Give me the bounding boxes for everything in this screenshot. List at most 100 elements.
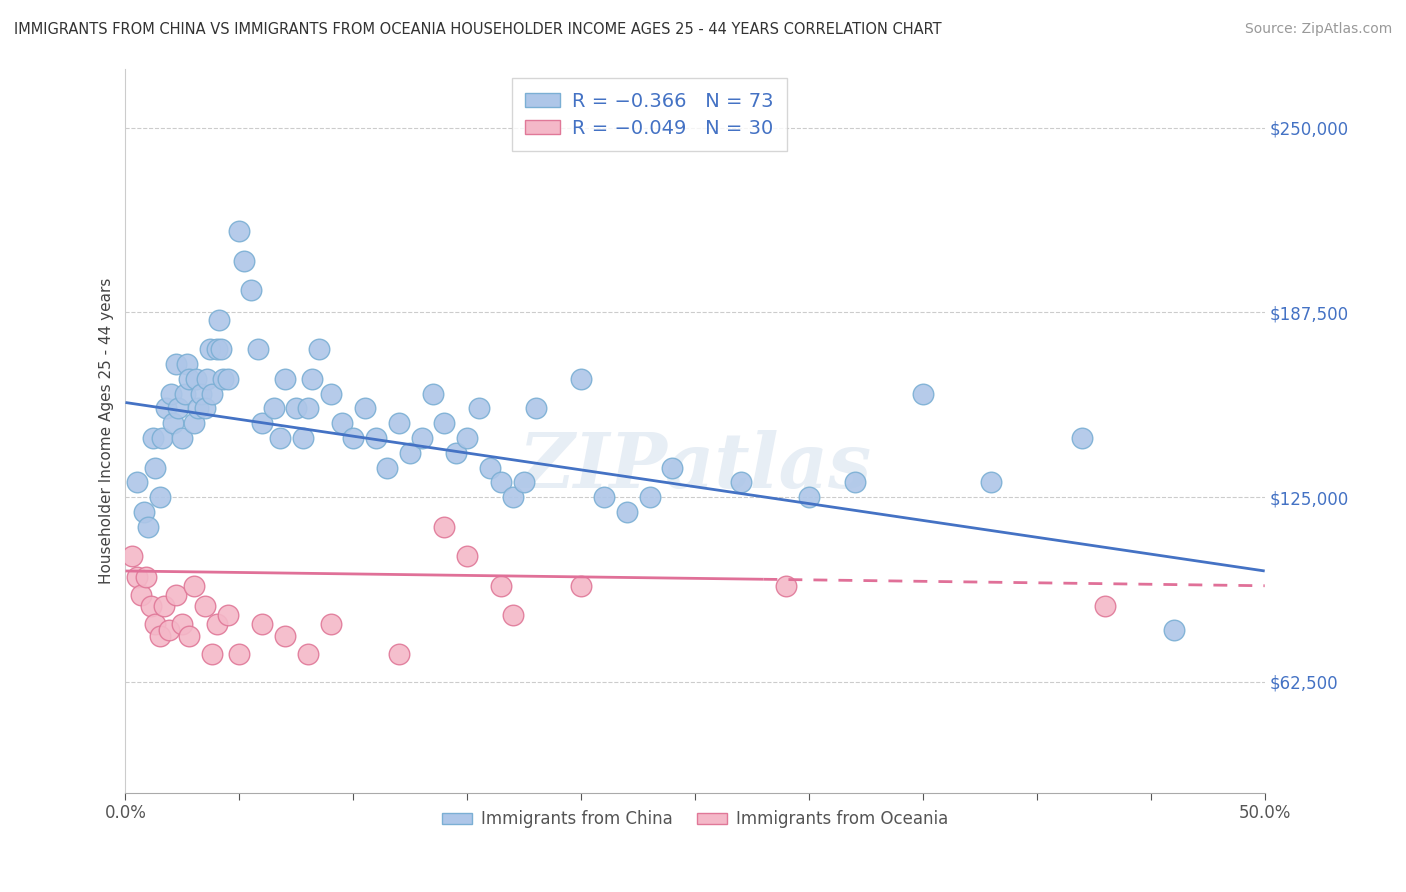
Point	[502, 608, 524, 623]
Point	[491, 579, 513, 593]
Point	[205, 617, 228, 632]
Point	[456, 549, 478, 564]
Point	[179, 372, 201, 386]
Point	[194, 599, 217, 614]
Text: ZIPatlas: ZIPatlas	[519, 430, 872, 504]
Point	[444, 446, 467, 460]
Point	[364, 431, 387, 445]
Point	[411, 431, 433, 445]
Point	[131, 588, 153, 602]
Point	[308, 343, 330, 357]
Point	[160, 386, 183, 401]
Point	[172, 617, 194, 632]
Point	[285, 401, 308, 416]
Y-axis label: Householder Income Ages 25 - 44 years: Householder Income Ages 25 - 44 years	[100, 277, 114, 583]
Point	[661, 460, 683, 475]
Point	[342, 431, 364, 445]
Point	[319, 386, 342, 401]
Point	[183, 579, 205, 593]
Point	[388, 416, 411, 430]
Point	[980, 475, 1002, 490]
Point	[730, 475, 752, 490]
Point	[165, 588, 187, 602]
Point	[233, 253, 256, 268]
Point	[353, 401, 375, 416]
Point	[301, 372, 323, 386]
Point	[172, 431, 194, 445]
Point	[246, 343, 269, 357]
Point	[467, 401, 489, 416]
Point	[269, 431, 291, 445]
Point	[201, 386, 224, 401]
Point	[569, 372, 592, 386]
Point	[194, 401, 217, 416]
Point	[297, 647, 319, 661]
Point	[205, 343, 228, 357]
Point	[149, 490, 172, 504]
Point	[176, 357, 198, 371]
Point	[263, 401, 285, 416]
Point	[198, 343, 221, 357]
Point	[155, 401, 177, 416]
Point	[136, 519, 159, 533]
Point	[297, 401, 319, 416]
Point	[911, 386, 934, 401]
Point	[183, 416, 205, 430]
Point	[184, 372, 207, 386]
Point	[197, 372, 219, 386]
Point	[1094, 599, 1116, 614]
Text: IMMIGRANTS FROM CHINA VS IMMIGRANTS FROM OCEANIA HOUSEHOLDER INCOME AGES 25 - 44: IMMIGRANTS FROM CHINA VS IMMIGRANTS FROM…	[14, 22, 942, 37]
Point	[157, 623, 180, 637]
Point	[212, 372, 235, 386]
Point	[167, 401, 190, 416]
Point	[569, 579, 592, 593]
Point	[513, 475, 536, 490]
Point	[250, 617, 273, 632]
Point	[173, 386, 195, 401]
Point	[201, 647, 224, 661]
Point	[479, 460, 502, 475]
Text: Source: ZipAtlas.com: Source: ZipAtlas.com	[1244, 22, 1392, 37]
Point	[208, 312, 231, 326]
Point	[239, 283, 262, 297]
Point	[388, 647, 411, 661]
Point	[593, 490, 616, 504]
Point	[217, 372, 239, 386]
Point	[502, 490, 524, 504]
Point	[209, 343, 232, 357]
Point	[433, 519, 456, 533]
Point	[377, 460, 399, 475]
Point	[132, 505, 155, 519]
Point	[274, 629, 297, 643]
Point	[1071, 431, 1094, 445]
Point	[228, 224, 250, 238]
Point	[143, 460, 166, 475]
Point	[844, 475, 866, 490]
Point	[121, 549, 143, 564]
Point	[433, 416, 456, 430]
Point	[153, 599, 176, 614]
Point	[274, 372, 297, 386]
Point	[142, 431, 165, 445]
Point	[125, 570, 148, 584]
Point	[187, 401, 209, 416]
Point	[638, 490, 661, 504]
Legend: Immigrants from China, Immigrants from Oceania: Immigrants from China, Immigrants from O…	[436, 804, 955, 835]
Point	[775, 579, 797, 593]
Point	[292, 431, 315, 445]
Point	[319, 617, 342, 632]
Point	[797, 490, 820, 504]
Point	[250, 416, 273, 430]
Point	[179, 629, 201, 643]
Point	[524, 401, 547, 416]
Point	[150, 431, 173, 445]
Point	[135, 570, 157, 584]
Point	[190, 386, 212, 401]
Point	[149, 629, 172, 643]
Point	[491, 475, 513, 490]
Point	[143, 617, 166, 632]
Point	[422, 386, 444, 401]
Point	[456, 431, 478, 445]
Point	[125, 475, 148, 490]
Point	[228, 647, 250, 661]
